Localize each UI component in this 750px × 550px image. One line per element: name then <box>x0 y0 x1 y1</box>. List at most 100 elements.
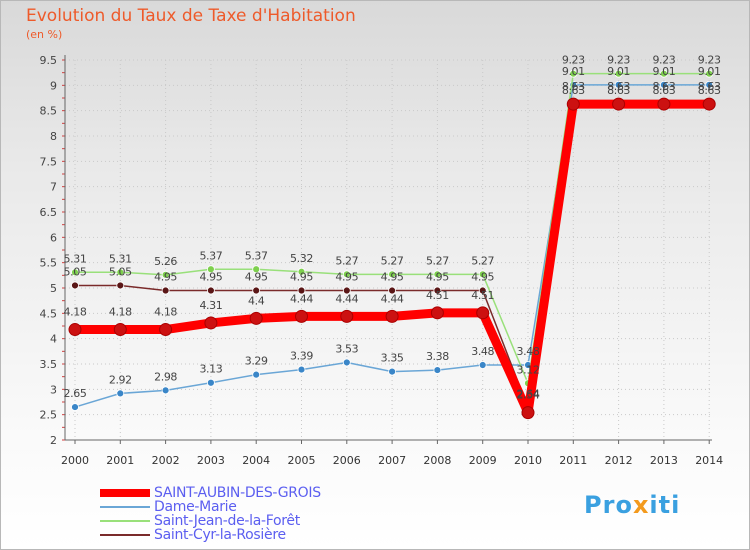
data-label: 8.63 <box>698 84 721 97</box>
legend-swatch <box>100 489 150 497</box>
data-label: 5.37 <box>199 249 222 262</box>
y-tick-label: 8.5 <box>40 105 58 118</box>
y-tick-label: 2.5 <box>40 409 58 422</box>
data-label: 3.53 <box>335 342 358 355</box>
y-tick-label: 7.5 <box>40 155 58 168</box>
data-point <box>161 386 170 395</box>
data-point <box>614 69 623 78</box>
data-point <box>252 265 261 274</box>
y-tick-label: 6.5 <box>40 206 58 219</box>
data-point <box>657 97 671 111</box>
x-tick-label: 2012 <box>605 454 633 467</box>
data-point <box>342 358 351 367</box>
data-point <box>433 366 442 374</box>
data-point <box>388 286 397 295</box>
data-point <box>206 265 215 274</box>
data-label: 9.01 <box>698 65 721 78</box>
data-point <box>705 69 714 78</box>
x-tick-label: 2007 <box>378 454 406 467</box>
data-label: 4.18 <box>154 306 177 319</box>
data-point <box>388 270 397 279</box>
data-label: 3.48 <box>517 345 540 358</box>
data-label: 4.95 <box>471 271 494 284</box>
data-label: 9.23 <box>698 54 721 67</box>
data-label: 4.95 <box>290 271 313 284</box>
y-tick-label: 4 <box>50 333 57 346</box>
data-label: 3.29 <box>245 355 268 368</box>
data-point <box>340 309 354 323</box>
data-point <box>566 97 580 111</box>
series-layer <box>68 69 716 420</box>
data-label: 4.31 <box>199 299 222 312</box>
data-point <box>702 97 716 111</box>
data-label: 3.35 <box>381 352 404 365</box>
y-tick-label: 3.5 <box>40 358 58 371</box>
data-label: 4.18 <box>109 306 132 319</box>
x-tick-label: 2009 <box>469 454 497 467</box>
data-point <box>252 370 261 379</box>
data-point <box>159 323 173 337</box>
data-point <box>660 80 668 89</box>
legend-label: Saint-Jean-de-la-Forêt <box>154 513 300 529</box>
x-tick-label: 2004 <box>242 454 270 467</box>
data-label: 3.38 <box>426 350 449 363</box>
x-tick-label: 2008 <box>423 454 451 467</box>
x-tick-label: 2014 <box>695 454 723 467</box>
data-label: 2.98 <box>154 370 177 383</box>
chart-title: Evolution du Taux de Taxe d'Habitation <box>26 6 356 26</box>
data-point <box>116 268 125 277</box>
data-point <box>478 286 487 295</box>
legend-swatch <box>100 520 150 522</box>
data-label: 4.44 <box>290 292 313 305</box>
data-label: 3.48 <box>471 345 494 358</box>
data-label: 8.63 <box>562 84 585 97</box>
data-point <box>476 306 490 320</box>
x-tick-label: 2010 <box>514 454 542 467</box>
x-tick-label: 2005 <box>288 454 316 467</box>
data-point <box>614 80 623 89</box>
legend-label: SAINT-AUBIN-DES-GROIS <box>154 485 321 501</box>
legend-swatch <box>100 534 150 536</box>
data-label: 4.51 <box>471 289 494 302</box>
data-point <box>71 268 79 277</box>
data-point <box>433 286 442 295</box>
data-point <box>161 270 170 279</box>
data-label: 5.05 <box>64 265 87 278</box>
data-label: 5.31 <box>64 252 87 265</box>
data-label: 5.27 <box>335 254 358 267</box>
legend-label: Dame-Marie <box>154 499 237 515</box>
axis-layer: 2 2.5 3 3.5 4 4.5 5 5.5 6 6.5 7 7.5 8 8.5 9 9.5 2000 2001… <box>40 54 724 467</box>
data-label: 4.51 <box>426 289 449 302</box>
data-label: 5.27 <box>381 254 404 267</box>
data-label: 8.63 <box>652 80 675 93</box>
data-point <box>206 378 215 387</box>
data-point <box>612 97 626 111</box>
data-point <box>297 365 306 374</box>
x-tick-label: 2000 <box>61 454 89 467</box>
data-point <box>252 286 261 295</box>
y-tick-label: 6 <box>50 231 57 244</box>
data-point <box>705 80 714 89</box>
data-label: 5.32 <box>290 252 313 265</box>
proxiti-logo: Proxiti <box>584 491 681 519</box>
data-label: 3.13 <box>199 363 222 376</box>
data-point <box>161 286 170 295</box>
data-label: 4.95 <box>335 271 358 284</box>
data-point <box>385 309 399 323</box>
data-label: 8.63 <box>562 80 585 93</box>
data-label: 3.12 <box>517 363 540 376</box>
data-point <box>297 267 306 276</box>
data-point <box>68 323 82 337</box>
data-label: 2.54 <box>517 389 540 402</box>
data-label: 9.23 <box>652 54 675 67</box>
data-point <box>478 361 487 369</box>
y-tick-label: 9.5 <box>40 54 58 67</box>
y-tick-label: 9 <box>50 79 57 92</box>
data-label: 9.23 <box>607 54 630 67</box>
data-label: 4.44 <box>381 292 404 305</box>
data-point <box>660 69 668 78</box>
data-label: 5.27 <box>426 254 449 267</box>
data-label: 5.31 <box>109 252 132 265</box>
data-point <box>249 311 263 325</box>
y-tick-label: 7 <box>50 181 57 194</box>
